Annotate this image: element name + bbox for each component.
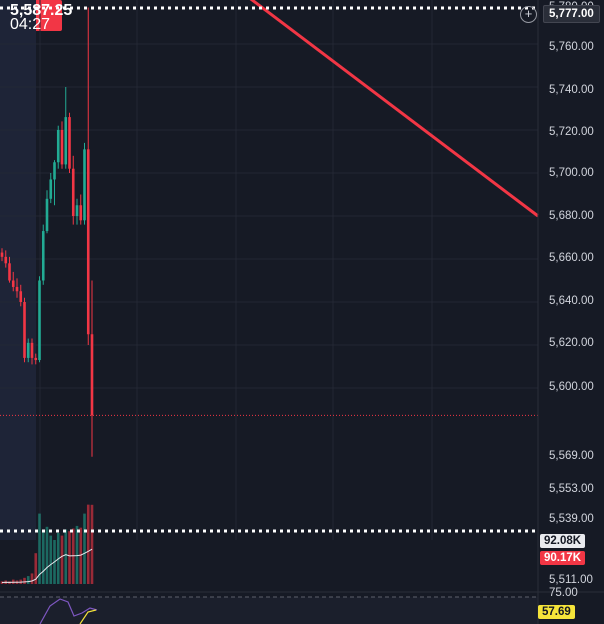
candle-body bbox=[60, 130, 64, 165]
volume-bar bbox=[75, 525, 79, 584]
candle-body bbox=[0, 252, 4, 257]
candle-body bbox=[64, 117, 68, 165]
price-label: 5,680.00 bbox=[549, 210, 594, 222]
rsi-value-badge: 57.69 bbox=[538, 605, 575, 619]
volume-pane bbox=[0, 540, 538, 584]
candle-body bbox=[23, 302, 26, 358]
candle-body bbox=[56, 130, 60, 163]
volume-bar bbox=[49, 535, 53, 584]
candle-body bbox=[90, 334, 94, 416]
rsi-line bbox=[39, 598, 98, 624]
candle-body bbox=[49, 179, 53, 199]
price-label: 5,553.00 bbox=[549, 483, 594, 495]
price-label: 5,569.00 bbox=[549, 450, 594, 462]
candle-body bbox=[41, 231, 45, 281]
last-price-badge: 5,587.25 04:27 bbox=[0, 0, 72, 33]
volume-bar bbox=[23, 577, 26, 584]
volume-bar bbox=[71, 528, 75, 584]
candle-body bbox=[79, 205, 83, 221]
price-label: 5,660.00 bbox=[549, 252, 594, 264]
price-label: 5,620.00 bbox=[549, 337, 594, 349]
volume-badge: 90.17K bbox=[540, 551, 586, 565]
price-label: 5,640.00 bbox=[549, 295, 594, 307]
price-label: 5,740.00 bbox=[549, 84, 594, 96]
volume-ma-badge: 92.08K bbox=[540, 534, 586, 548]
rsi-pane bbox=[0, 597, 538, 624]
price-label: 5,600.00 bbox=[549, 381, 594, 393]
add-icon[interactable]: + bbox=[520, 6, 537, 23]
rsi-ma-line bbox=[79, 609, 97, 624]
last-price-value: 5,587.25 bbox=[10, 2, 73, 19]
candle-body bbox=[86, 149, 90, 335]
candle-body bbox=[45, 198, 49, 232]
volume-bar bbox=[60, 535, 64, 584]
price-label: 5,511.00 bbox=[549, 574, 593, 586]
price-label: 5,760.00 bbox=[549, 41, 594, 53]
volume-bar bbox=[41, 531, 45, 584]
candle-body bbox=[26, 342, 30, 358]
candle-body bbox=[19, 291, 23, 302]
volume-bar bbox=[38, 513, 41, 584]
volume-bar bbox=[0, 581, 4, 584]
volume-bar bbox=[79, 527, 83, 584]
volume-bar bbox=[90, 504, 94, 584]
candle-body bbox=[34, 357, 38, 361]
top-price-marker: 5,777.00 bbox=[543, 5, 600, 23]
price-label: 5,700.00 bbox=[549, 167, 594, 179]
volume-bar bbox=[64, 529, 68, 584]
candle-body bbox=[30, 342, 34, 358]
candle-body bbox=[53, 162, 56, 180]
volume-bar bbox=[86, 504, 90, 584]
price-label: 5,539.00 bbox=[549, 513, 594, 525]
rsi-upper-level: 75.00 bbox=[549, 587, 578, 599]
volume-ma-line bbox=[1, 548, 93, 583]
candle-body bbox=[83, 149, 86, 221]
volume-bar bbox=[34, 553, 38, 584]
volume-bar bbox=[30, 573, 34, 584]
candle-body bbox=[4, 256, 8, 264]
candle-body bbox=[8, 263, 11, 281]
bar-countdown: 04:27 bbox=[10, 16, 51, 33]
candle-body bbox=[71, 168, 75, 216]
volume-bar bbox=[26, 576, 30, 584]
volume-bar bbox=[68, 531, 71, 584]
candle-body bbox=[68, 117, 71, 169]
price-label: 5,720.00 bbox=[549, 126, 594, 138]
candle-body bbox=[38, 280, 41, 361]
volume-bar bbox=[45, 526, 49, 584]
candle-body bbox=[75, 205, 79, 216]
trend-line bbox=[249, 0, 539, 218]
candle-body bbox=[15, 286, 19, 292]
session-shade bbox=[0, 0, 36, 584]
volume-bar bbox=[83, 513, 86, 584]
candle-body bbox=[11, 280, 15, 287]
